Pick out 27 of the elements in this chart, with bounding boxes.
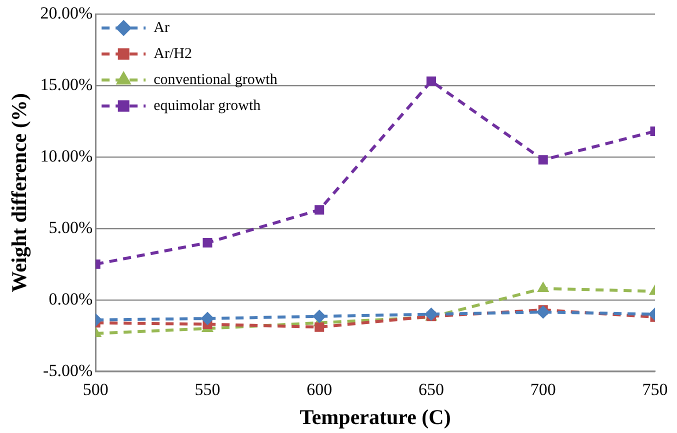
y-tick-label: 10.00% <box>40 146 93 166</box>
y-axis-title: Weight difference (%) <box>7 93 32 292</box>
point <box>536 306 550 319</box>
x-tick-label: 550 <box>194 380 220 400</box>
y-tick-label: 0.00% <box>48 289 93 308</box>
y-tick-label: 20.00% <box>40 3 93 22</box>
x-tick-label: 700 <box>530 380 556 400</box>
legend-label: Ar/H2 <box>154 46 192 62</box>
point <box>202 238 212 248</box>
legend-label: conventional growth <box>154 72 278 88</box>
point <box>312 310 326 323</box>
point <box>424 308 438 321</box>
point <box>538 155 548 165</box>
x-tick-label: 750 <box>642 380 668 400</box>
y-tick-label: 15.00% <box>40 74 93 94</box>
legend-label: equimolar growth <box>154 98 262 114</box>
y-tick-label: 5.00% <box>48 218 93 237</box>
legend-label: Ar <box>154 20 170 36</box>
x-tick-label: 500 <box>82 380 108 400</box>
point <box>537 282 549 292</box>
point <box>426 76 436 86</box>
point <box>314 322 324 332</box>
x-axis-title: Temperature (C) <box>300 404 451 429</box>
point <box>314 205 324 215</box>
x-tick-label: 650 <box>418 380 444 400</box>
x-tick-label: 600 <box>306 380 332 400</box>
y-tick-label: -5.00% <box>43 360 93 380</box>
